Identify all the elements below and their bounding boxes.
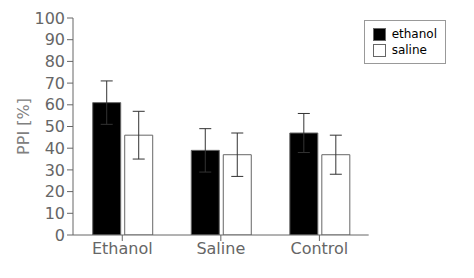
svg-text:50: 50 <box>45 117 65 136</box>
svg-text:Saline: Saline <box>196 239 245 258</box>
html-text:saline: saline <box>391 43 427 57</box>
svg-text:10: 10 <box>45 204 65 223</box>
svg-text:100: 100 <box>34 9 65 28</box>
svg-text:80: 80 <box>45 52 65 71</box>
svg-text:20: 20 <box>45 182 65 201</box>
svg-text:40: 40 <box>45 139 65 158</box>
html-text:ethanol: ethanol <box>391 27 437 41</box>
svg-text:90: 90 <box>45 30 65 49</box>
svg-text:0: 0 <box>55 226 65 245</box>
svg-text:60: 60 <box>45 95 65 114</box>
svg-text:70: 70 <box>45 74 65 93</box>
svg-text:30: 30 <box>45 161 65 180</box>
svg-text:Control: Control <box>290 239 348 258</box>
svg-text:PPI [%]: PPI [%] <box>14 98 33 155</box>
svg-text:Ethanol: Ethanol <box>92 239 153 258</box>
